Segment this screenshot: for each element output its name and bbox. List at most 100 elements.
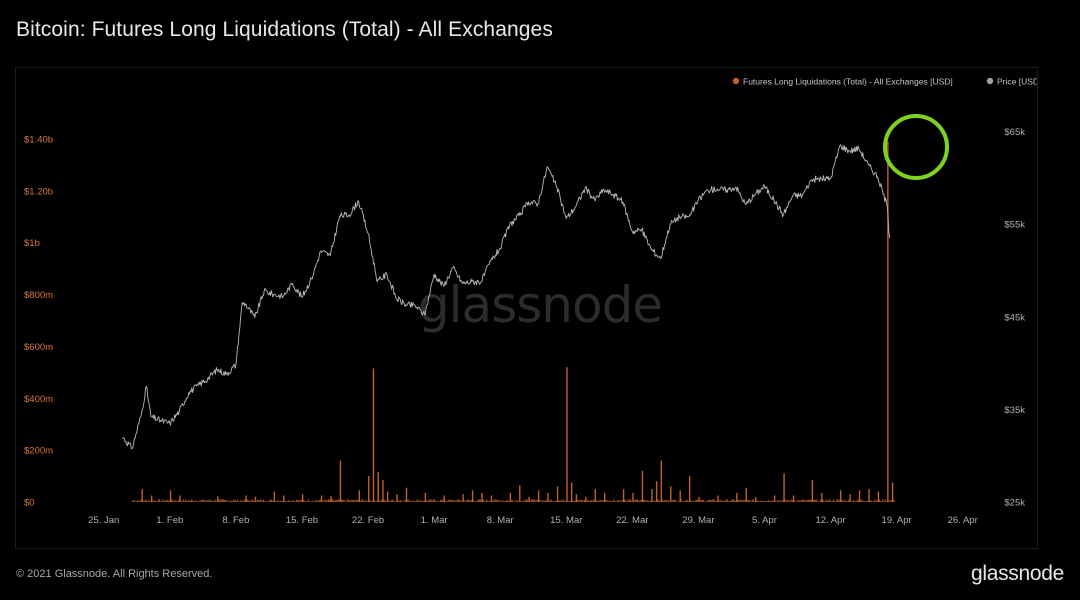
legend-item-price[interactable]: Price [USD]: [986, 77, 1037, 87]
liquidation-bar: [783, 473, 785, 502]
liquidation-bar-noise: [578, 500, 580, 502]
liquidation-bar-noise: [495, 499, 497, 502]
liquidation-bar-noise: [700, 499, 702, 502]
liquidation-bar-noise: [760, 500, 762, 502]
liquidation-bar-noise: [307, 499, 309, 502]
liquidation-bar-noise: [139, 501, 141, 502]
liquidation-bar-noise: [231, 500, 233, 502]
liquidation-bar-noise: [758, 501, 760, 502]
liquidation-bar-noise: [522, 500, 524, 502]
liquidation-bar-noise: [734, 500, 736, 502]
liquidation-bar-noise: [385, 500, 387, 502]
liquidation-bar-noise: [719, 499, 721, 502]
liquidation-bar-noise: [831, 500, 833, 502]
left-tick-label: $400m: [24, 394, 53, 405]
liquidation-bar: [358, 490, 360, 502]
liquidation-bar: [660, 460, 663, 502]
liquidation-bar-noise: [616, 500, 618, 502]
legend-item-liquidations[interactable]: Futures Long Liquidations (Total) - All …: [732, 77, 953, 87]
liquidation-bar-noise: [686, 500, 688, 502]
liquidation-bar-noise: [530, 499, 532, 502]
liquidation-bar-noise: [888, 501, 890, 502]
liquidation-bar-noise: [314, 500, 316, 502]
liquidation-bar-noise: [286, 501, 288, 502]
liquidation-bar-noise: [209, 500, 211, 502]
liquidation-bar: [273, 491, 276, 502]
liquidation-bar-noise: [450, 499, 452, 502]
liquidation-bar-noise: [251, 499, 253, 502]
liquidation-bar-noise: [586, 500, 588, 502]
liquidation-bar-noise: [319, 499, 321, 502]
liquidation-bar-noise: [784, 499, 786, 502]
liquidation-bar-noise: [548, 501, 550, 502]
liquidation-bar-noise: [759, 500, 761, 502]
liquidation-bar-noise: [221, 499, 223, 502]
liquidation-bar-noise: [606, 499, 608, 502]
liquidation-bar-noise: [697, 499, 699, 502]
liquidation-bar-noise: [277, 500, 279, 502]
liquidation-bar-noise: [192, 499, 194, 502]
liquidation-bar-noise: [812, 499, 814, 502]
liquidation-bar-noise: [725, 499, 727, 502]
liquidation-bar-noise: [536, 499, 538, 502]
liquidation-bar-noise: [639, 500, 641, 502]
liquidation-bar-noise: [613, 499, 615, 502]
liquidation-bar-noise: [788, 500, 790, 502]
liquidation-bar-noise: [333, 500, 335, 502]
liquidation-bar-noise: [185, 499, 187, 502]
right-tick-label: $55k: [1004, 220, 1025, 231]
liquidation-bar-noise: [202, 499, 204, 502]
chart-svg[interactable]: glassnode Futures Long Liquidations (Tot…: [16, 68, 1037, 548]
liquidation-bar-noise: [535, 500, 537, 502]
liquidation-bar-noise: [801, 499, 803, 502]
liquidation-bar-noise: [252, 499, 254, 502]
liquidation-bar-noise: [154, 500, 156, 502]
liquidation-bar-noise: [395, 501, 397, 502]
liquidation-bar-noise: [731, 499, 733, 502]
liquidation-bar-noise: [342, 500, 344, 502]
legend: Futures Long Liquidations (Total) - All …: [732, 77, 1037, 87]
liquidation-bar-noise: [527, 499, 529, 502]
liquidation-bar-noise: [619, 500, 621, 502]
liquidation-bar-noise: [540, 500, 542, 502]
liquidation-bar: [519, 485, 521, 502]
liquidation-bar-noise: [359, 500, 361, 502]
liquidation-bar-noise: [766, 500, 768, 502]
liquidation-bar-noise: [474, 501, 476, 502]
liquidation-bar-noise: [271, 499, 273, 502]
liquidation-bar-noise: [158, 499, 160, 502]
footer-logo[interactable]: glassnode: [970, 562, 1064, 585]
liquidation-bar-noise: [355, 500, 357, 502]
liquidation-bar-noise: [335, 500, 337, 502]
liquidation-bar-noise: [601, 501, 603, 502]
liquidation-bar-noise: [166, 500, 168, 502]
left-tick-label: $1.20b: [24, 186, 53, 197]
liquidation-bar-noise: [779, 500, 781, 502]
liquidation-bars: [132, 141, 896, 502]
liquidation-bar-noise: [738, 500, 740, 502]
liquidation-bar-noise: [889, 500, 891, 502]
liquidation-bar-noise: [563, 501, 565, 502]
liquidation-bar: [283, 495, 285, 502]
liquidation-bar-noise: [152, 501, 154, 502]
liquidation-bar-noise: [486, 499, 488, 502]
left-tick-label: $800m: [24, 290, 53, 301]
price-line: [122, 144, 890, 450]
liquidation-bar-noise: [383, 499, 385, 502]
liquidation-bar-noise: [602, 499, 604, 502]
liquidation-bar-noise: [874, 499, 876, 502]
liquidation-bar-noise: [483, 500, 485, 502]
liquidation-bar-noise: [857, 499, 859, 502]
liquidation-bar-noise: [631, 500, 633, 502]
liquidation-bar-noise: [290, 500, 292, 502]
liquidation-bar-noise: [836, 499, 838, 502]
liquidation-bar-noise: [705, 501, 707, 502]
liquidation-bar-noise: [770, 501, 772, 502]
liquidation-bar-noise: [890, 499, 892, 502]
liquidation-bar-noise: [576, 499, 578, 502]
liquidation-bar: [604, 492, 606, 502]
liquidation-bar-noise: [756, 500, 758, 502]
liquidation-bar-noise: [438, 501, 440, 502]
liquidation-bar-noise: [560, 500, 562, 502]
liquidation-bar-noise: [444, 500, 446, 502]
